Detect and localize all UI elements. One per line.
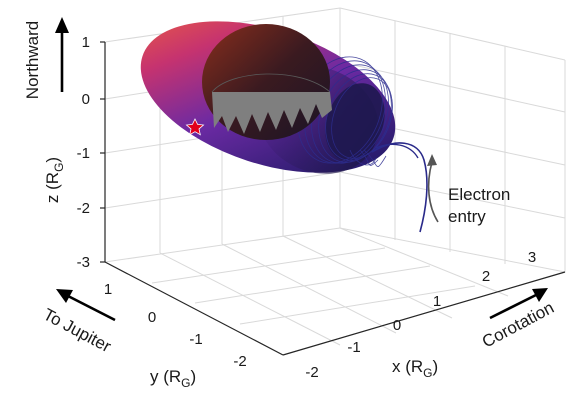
z-tick-1: 1 [82, 34, 90, 51]
to-jupiter-label: To Jupiter [40, 305, 114, 357]
z-tick-minus2: -2 [77, 200, 90, 217]
electron-entry-label-line1: Electron [448, 185, 510, 204]
x-tick-3: 3 [528, 249, 536, 266]
x-tick-2: 2 [482, 268, 490, 285]
x-axis-label: x (RG) [392, 357, 438, 380]
body-cap [212, 92, 332, 134]
y-axis-label: y (RG) [150, 367, 196, 390]
x-tick-1: 1 [433, 293, 441, 310]
axis-lines [100, 41, 566, 356]
y-tick-0: 0 [148, 309, 156, 326]
electron-entry-label-line2: entry [448, 207, 486, 226]
z-tick-minus1: -1 [77, 145, 90, 162]
star-marker [185, 118, 205, 136]
electron-trajectory [371, 142, 428, 233]
to-jupiter-arrow [56, 289, 116, 322]
y-tick-minus2: -2 [233, 353, 246, 370]
y-tick-minus1: -1 [189, 331, 202, 348]
corotation-label: Corotation [479, 298, 557, 352]
northward-label: Northward [23, 21, 42, 99]
y-tick-1: 1 [104, 281, 112, 298]
cutaway-region [202, 24, 332, 140]
northward-arrow [55, 17, 69, 92]
corotation-arrow [489, 288, 548, 320]
z-tick-0: 0 [82, 91, 90, 108]
z-axis-label: z (RG) [43, 157, 66, 203]
x-tick-minus2: -2 [305, 364, 318, 381]
z-tick-minus3: -3 [77, 254, 90, 271]
x-tick-minus1: -1 [347, 339, 360, 356]
electron-entry-arrow [427, 154, 439, 223]
x-tick-0: 0 [393, 317, 401, 334]
